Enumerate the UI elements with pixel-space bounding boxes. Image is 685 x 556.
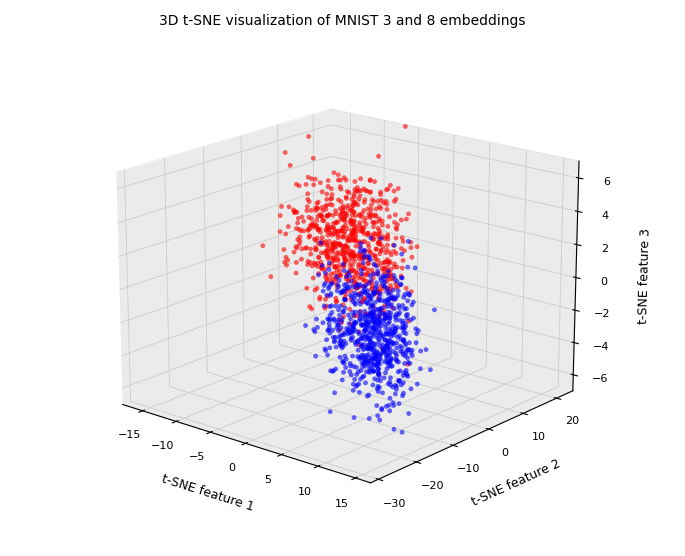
X-axis label: t-SNE feature 1: t-SNE feature 1 bbox=[160, 472, 256, 514]
Title: 3D t-SNE visualization of MNIST 3 and 8 embeddings: 3D t-SNE visualization of MNIST 3 and 8 … bbox=[159, 14, 526, 28]
Y-axis label: t-SNE feature 2: t-SNE feature 2 bbox=[470, 457, 563, 508]
